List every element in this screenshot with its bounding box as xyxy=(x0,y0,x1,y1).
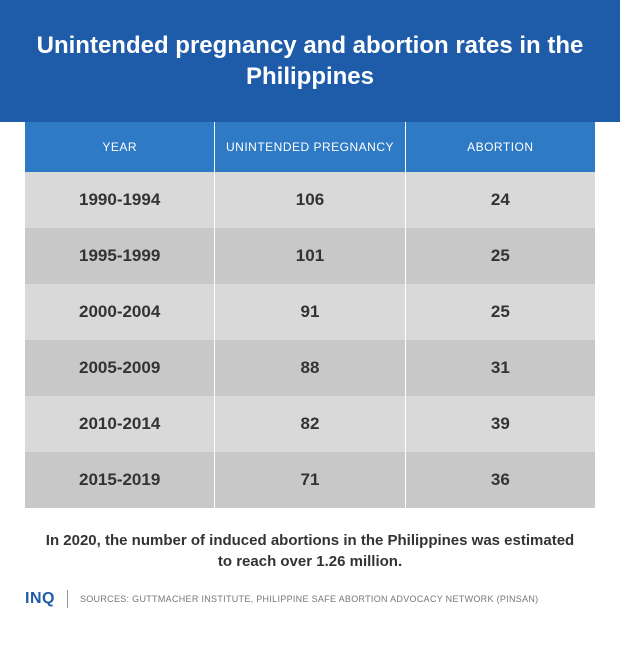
cell-abortion: 39 xyxy=(406,396,595,452)
title-text: Unintended pregnancy and abortion rates … xyxy=(20,30,600,92)
footer-divider xyxy=(67,590,68,608)
cell-year: 2015-2019 xyxy=(25,452,215,508)
table-row: 1995-1999 101 25 xyxy=(25,228,595,284)
cell-abortion: 36 xyxy=(406,452,595,508)
table-row: 2000-2004 91 25 xyxy=(25,284,595,340)
cell-unintended: 71 xyxy=(215,452,405,508)
cell-abortion: 25 xyxy=(406,284,595,340)
table-row: 1990-1994 106 24 xyxy=(25,172,595,228)
cell-abortion: 24 xyxy=(406,172,595,228)
table-row: 2005-2009 88 31 xyxy=(25,340,595,396)
table-row: 2015-2019 71 36 xyxy=(25,452,595,508)
cell-year: 1995-1999 xyxy=(25,228,215,284)
cell-abortion: 25 xyxy=(406,228,595,284)
caption-text: In 2020, the number of induced abortions… xyxy=(40,530,580,572)
caption-section: In 2020, the number of induced abortions… xyxy=(0,508,620,590)
cell-unintended: 88 xyxy=(215,340,405,396)
header-abortion: ABORTION xyxy=(406,122,595,172)
cell-abortion: 31 xyxy=(406,340,595,396)
data-table: YEAR UNINTENDED PREGNANCY ABORTION 1990-… xyxy=(0,122,620,508)
cell-year: 2005-2009 xyxy=(25,340,215,396)
cell-year: 1990-1994 xyxy=(25,172,215,228)
sources-text: SOURCES: GUTTMACHER INSTITUTE, PHILIPPIN… xyxy=(80,594,539,604)
table-row: 2010-2014 82 39 xyxy=(25,396,595,452)
cell-year: 2010-2014 xyxy=(25,396,215,452)
table-header-row: YEAR UNINTENDED PREGNANCY ABORTION xyxy=(25,122,595,172)
publisher-logo: INQ xyxy=(25,590,67,608)
table-body: 1990-1994 106 24 1995-1999 101 25 2000-2… xyxy=(25,172,595,508)
header-unintended-pregnancy: UNINTENDED PREGNANCY xyxy=(215,122,405,172)
title-section: Unintended pregnancy and abortion rates … xyxy=(0,0,620,122)
footer-section: INQ SOURCES: GUTTMACHER INSTITUTE, PHILI… xyxy=(0,590,620,633)
cell-unintended: 101 xyxy=(215,228,405,284)
cell-year: 2000-2004 xyxy=(25,284,215,340)
cell-unintended: 82 xyxy=(215,396,405,452)
header-year: YEAR xyxy=(25,122,215,172)
cell-unintended: 106 xyxy=(215,172,405,228)
cell-unintended: 91 xyxy=(215,284,405,340)
